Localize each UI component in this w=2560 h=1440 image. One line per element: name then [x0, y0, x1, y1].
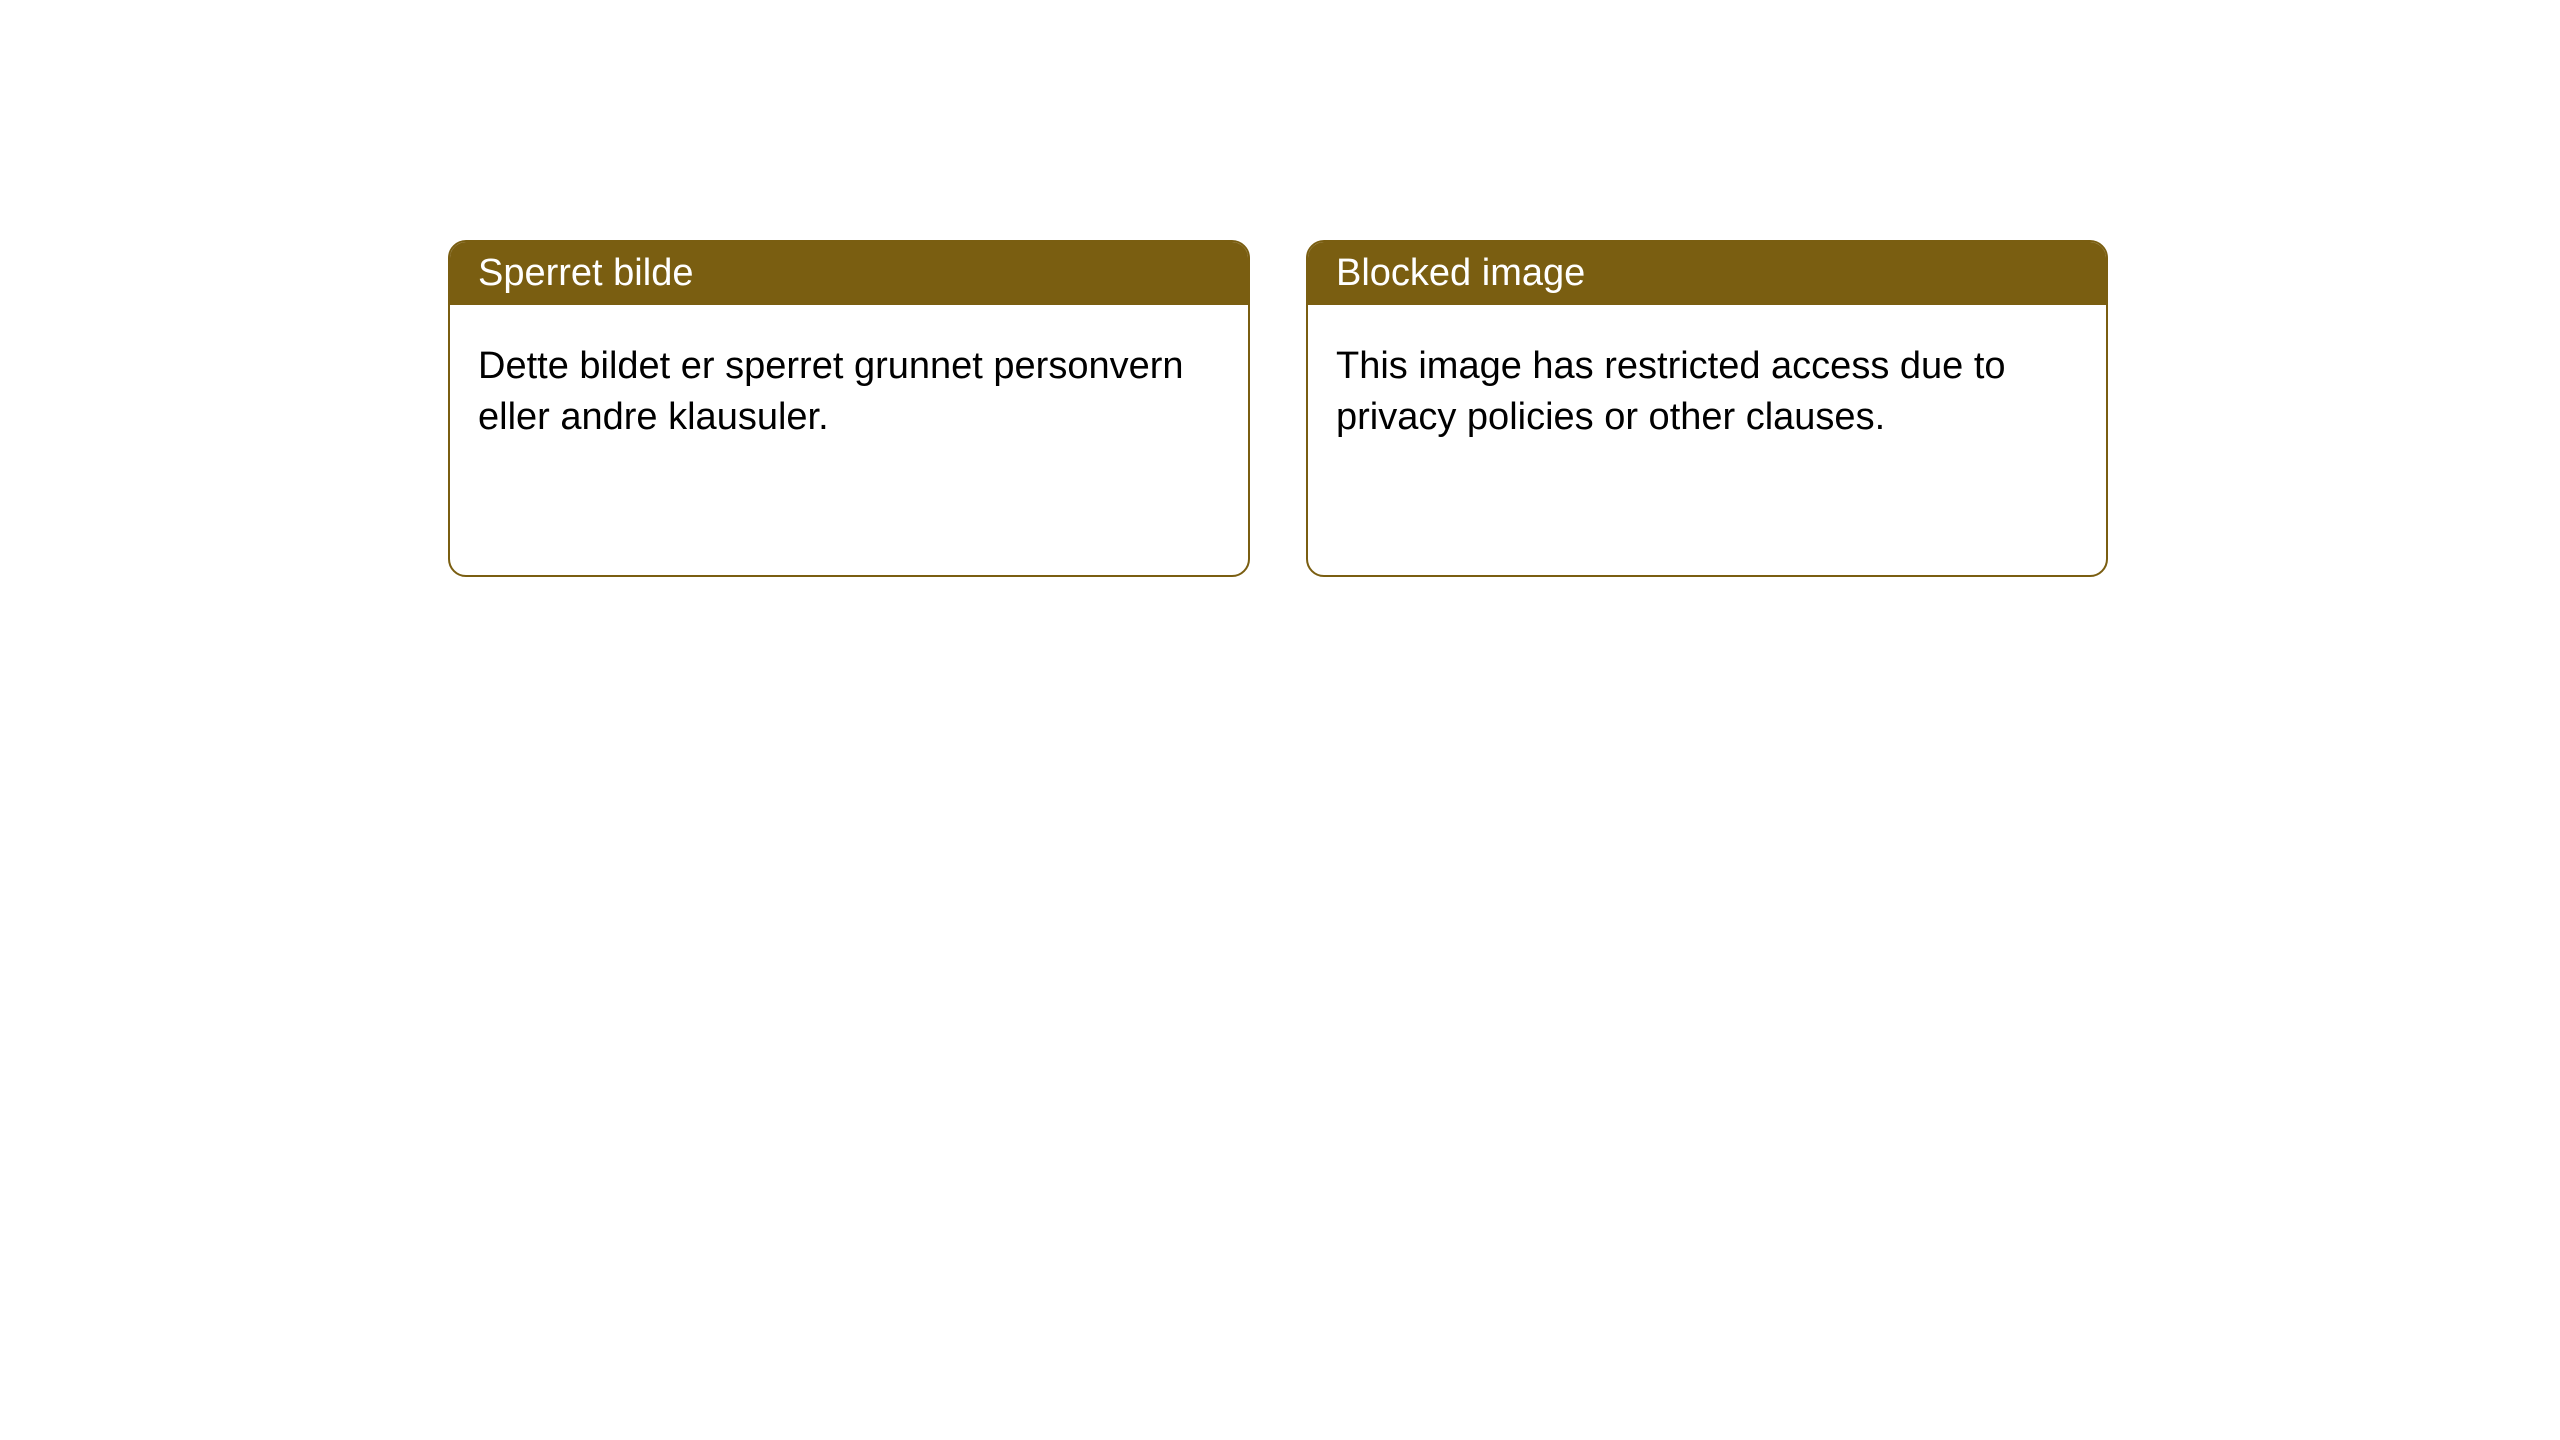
card-body-text: This image has restricted access due to …: [1336, 345, 2006, 438]
notice-cards-container: Sperret bilde Dette bildet er sperret gr…: [0, 0, 2560, 577]
card-header: Blocked image: [1308, 242, 2106, 305]
card-title: Blocked image: [1336, 252, 1585, 294]
card-body-text: Dette bildet er sperret grunnet personve…: [478, 345, 1184, 438]
card-title: Sperret bilde: [478, 252, 693, 294]
card-header: Sperret bilde: [450, 242, 1248, 305]
notice-card-norwegian: Sperret bilde Dette bildet er sperret gr…: [448, 240, 1250, 577]
notice-card-english: Blocked image This image has restricted …: [1306, 240, 2108, 577]
card-body: This image has restricted access due to …: [1308, 305, 2106, 575]
card-body: Dette bildet er sperret grunnet personve…: [450, 305, 1248, 575]
